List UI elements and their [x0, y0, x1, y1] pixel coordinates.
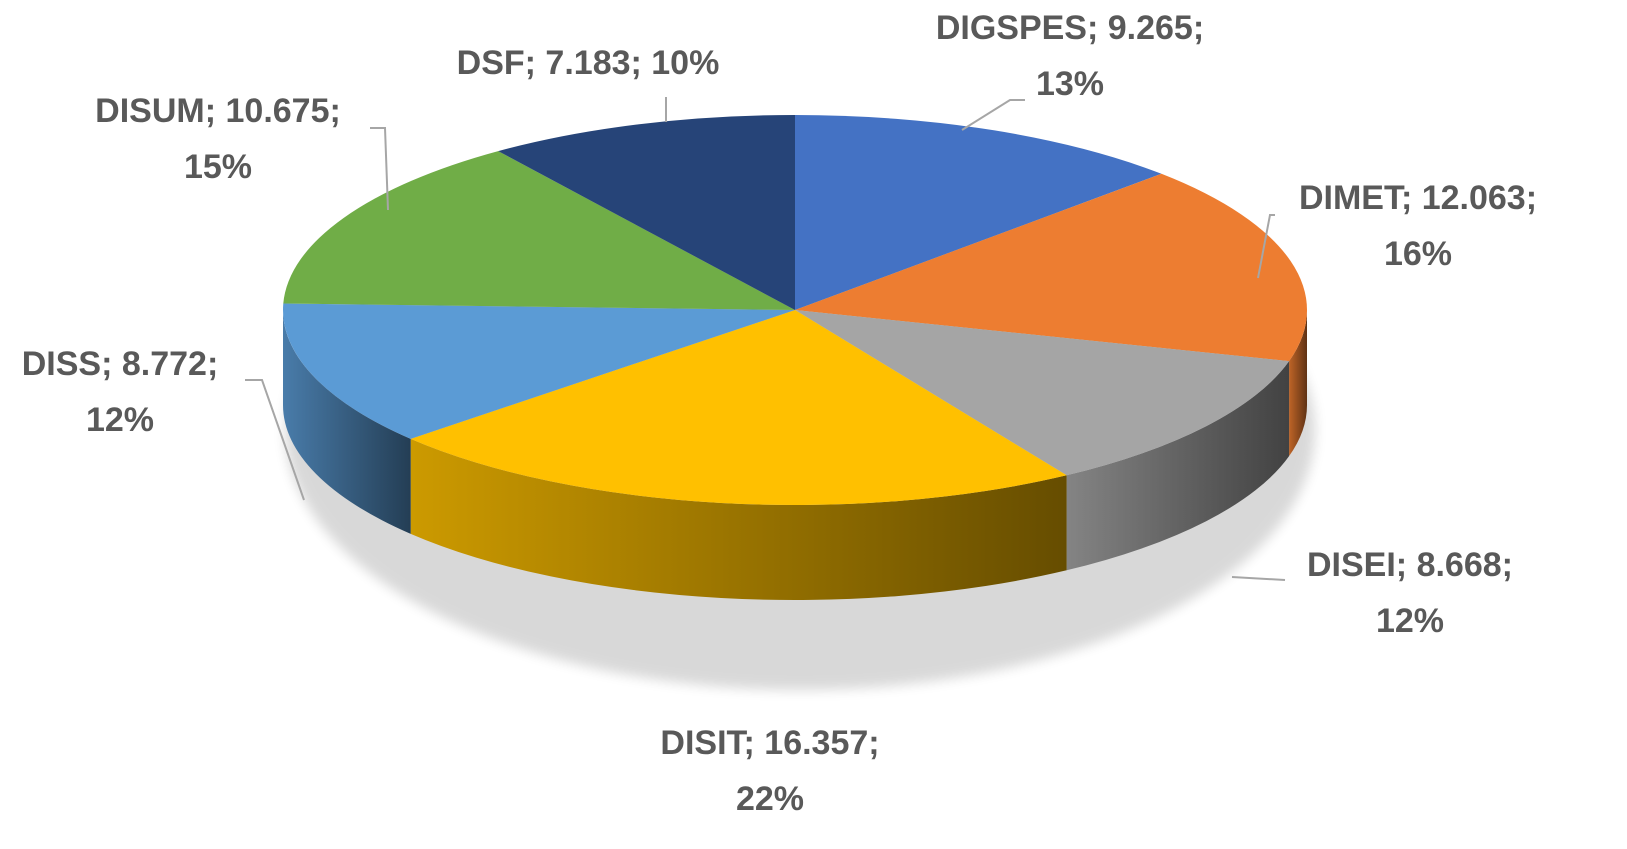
data-label: 16%: [1384, 235, 1452, 273]
slice: [410, 310, 1067, 505]
slice-side: [1066, 361, 1290, 571]
data-label: 15%: [184, 148, 252, 186]
leader-line: [1231, 576, 1286, 581]
slice-side: [1289, 310, 1307, 457]
data-label: DISEI; 8.668;: [1307, 546, 1513, 584]
slice: [498, 115, 795, 310]
leader-line: [961, 99, 1025, 131]
slice: [795, 173, 1307, 362]
data-label: DISIT; 16.357;: [660, 724, 879, 762]
data-label: 12%: [86, 401, 154, 439]
slice: [795, 310, 1290, 476]
slice-side: [283, 310, 411, 534]
data-label: 22%: [736, 780, 804, 818]
slice: [283, 151, 795, 310]
slice-side: [410, 438, 1067, 600]
leader-line: [1257, 214, 1275, 279]
slice: [795, 115, 1162, 310]
data-label: DSF; 7.183; 10%: [457, 44, 720, 82]
leader-line: [370, 127, 389, 211]
leader-line: [245, 379, 305, 501]
data-label: DISUM; 10.675;: [95, 92, 341, 130]
data-label: DISS; 8.772;: [22, 345, 219, 383]
data-label: DIGSPES; 9.265;: [936, 9, 1204, 47]
data-label: 12%: [1376, 602, 1444, 640]
data-label: 13%: [1036, 65, 1104, 103]
data-label: DIMET; 12.063;: [1299, 179, 1537, 217]
slice: [283, 303, 795, 439]
